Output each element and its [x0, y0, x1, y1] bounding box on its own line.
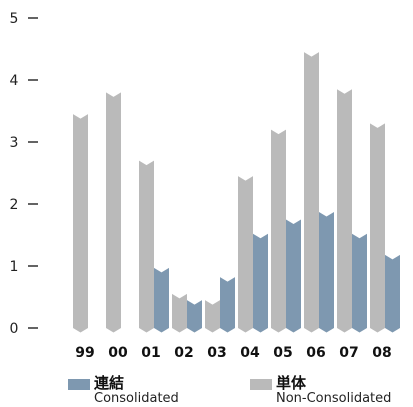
bar-non-consolidated-06: [304, 52, 319, 333]
x-tick-label-07: 07: [339, 345, 358, 361]
bar-consolidated-05: [286, 219, 301, 333]
x-tick-label-03: 03: [207, 345, 226, 361]
bar-non-consolidated-04: [238, 176, 253, 333]
legend-swatch-non-consolidated: [250, 379, 272, 390]
legend-label-non-consolidated-en: Non-Consolidated: [276, 391, 392, 406]
bar-non-consolidated-99: [73, 114, 88, 333]
x-tick-label-00: 00: [108, 345, 128, 361]
legend-label-consolidated-jp: 連結: [94, 374, 125, 392]
bars: [73, 52, 400, 333]
bar-non-consolidated-00: [106, 92, 121, 333]
bar-non-consolidated-05: [271, 129, 286, 333]
y-tick-label: 2: [10, 197, 19, 213]
legend-label-non-consolidated-jp: 単体: [276, 374, 307, 392]
y-tick-label: 4: [10, 73, 19, 89]
y-tick-label: 1: [10, 259, 19, 275]
legend-swatch-consolidated: [68, 379, 90, 390]
x-tick-label-01: 01: [141, 345, 160, 361]
x-tick-label-02: 02: [174, 345, 193, 361]
y-axis: 0 1 2 3 4 5: [10, 11, 38, 337]
y-tick-label: 0: [10, 321, 19, 337]
bar-consolidated-01: [154, 267, 169, 333]
legend-consolidated: 連結 Consolidated: [68, 374, 218, 406]
x-tick-label-05: 05: [273, 345, 292, 361]
x-tick-label-06: 06: [306, 345, 325, 361]
bar-consolidated-04: [253, 233, 268, 333]
y-tick-label: 3: [10, 135, 19, 151]
bar-consolidated-07: [352, 233, 367, 333]
bar-non-consolidated-02: [172, 293, 187, 333]
bar-non-consolidated-01: [139, 160, 154, 333]
legend-label-consolidated-en: Consolidated: [94, 391, 179, 406]
x-axis: 99 00 01 02 03 04 05 06 07 08: [75, 345, 391, 361]
y-tick-label: 5: [10, 11, 19, 27]
bar-consolidated-02: [187, 300, 202, 333]
bar-consolidated-06: [319, 212, 334, 333]
x-tick-label-99: 99: [75, 345, 94, 361]
bar-non-consolidated-03: [205, 300, 220, 333]
x-tick-label-04: 04: [240, 345, 260, 361]
bar-consolidated-08: [385, 254, 400, 333]
bar-non-consolidated-07: [337, 89, 352, 333]
legend-non-consolidated: 単体 Non-Consolidated: [250, 374, 412, 406]
x-tick-label-08: 08: [372, 345, 391, 361]
bar-consolidated-03: [220, 277, 235, 333]
bar-non-consolidated-08: [370, 123, 385, 333]
